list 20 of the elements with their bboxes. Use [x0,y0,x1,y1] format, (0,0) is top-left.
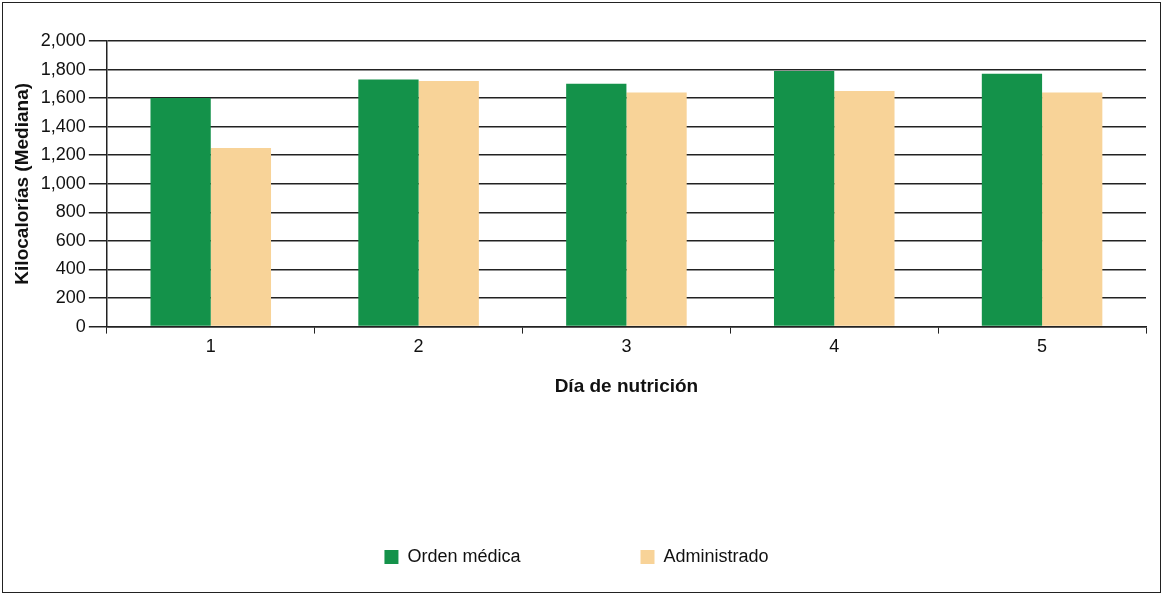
y-tick-label: 0 [75,315,86,336]
x-axis-title: Día de nutrición [554,374,699,396]
x-tick-label: 3 [621,336,632,357]
y-tick-label: 200 [55,287,86,308]
legend-label: Administrado [663,545,769,566]
y-tick-label: 800 [55,201,86,222]
y-tick-label: 1,600 [40,87,86,108]
y-tick-label: 1,200 [40,144,86,165]
legend-label: Orden médica [407,545,522,566]
y-tick-label: 1,800 [40,58,86,79]
x-tick-label: 5 [1037,336,1048,357]
y-axis-title: Kilocalorías (Mediana) [10,82,32,285]
y-tick-label: 600 [55,229,86,250]
y-tick-label: 1,000 [40,172,86,193]
y-tick-label: 1,400 [40,115,86,136]
y-tick-label: 400 [55,258,86,279]
x-tick-label: 1 [205,336,216,357]
x-tick-label: 4 [829,336,840,357]
x-tick-label: 2 [413,336,424,357]
y-tick-label: 2,000 [40,29,86,50]
